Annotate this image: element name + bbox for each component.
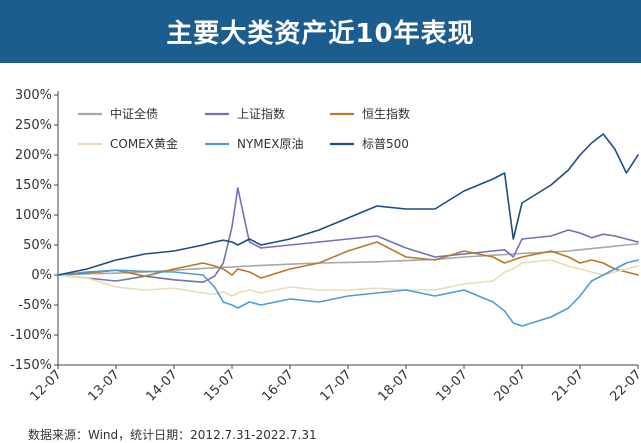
data-source-note: 数据来源：Wind，统计日期：2012.7.31-2022.7.31 [28, 428, 317, 442]
y-tick-label: -50% [18, 298, 52, 313]
x-tick-label: 20-07 [492, 367, 529, 404]
x-tick-label: 14-07 [144, 367, 181, 404]
page-title: 主要大类资产近10年表现 [0, 0, 641, 63]
legend-label: 标普500 [362, 137, 409, 151]
x-tick-label: 22-07 [608, 367, 641, 404]
y-tick-label: 200% [15, 148, 52, 163]
x-tick-label: 16-07 [260, 367, 297, 404]
legend-label: NYMEX原油 [237, 137, 303, 151]
series-line-5 [57, 133, 639, 276]
series-line-0 [57, 243, 639, 276]
line-chart: -150%-100%-50%0%50%100%150%200%250%300% … [10, 88, 641, 405]
legend-label: 上证指数 [237, 106, 285, 121]
x-axis-ticks: 12-07 13-07 14-07 15-07 16-07 17-07 18-07 19-07… [28, 365, 641, 405]
series-line-4 [57, 259, 639, 327]
x-tick-label: 21-07 [550, 367, 587, 404]
chart-axes [57, 91, 638, 366]
legend-label: 中证全债 [110, 106, 158, 121]
x-tick-label: 18-07 [376, 367, 413, 404]
y-tick-label: 0% [31, 268, 52, 283]
series-line-3 [57, 259, 639, 297]
y-tick-label: 150% [15, 178, 52, 193]
y-tick-label: 50% [23, 238, 52, 253]
y-tick-label: 100% [15, 208, 52, 223]
y-tick-label: 300% [15, 88, 52, 103]
series-line-1 [57, 187, 639, 283]
legend-label: COMEX黄金 [110, 136, 178, 151]
y-tick-label: 250% [15, 118, 52, 133]
x-tick-label: 15-07 [202, 367, 239, 404]
y-tick-label: -100% [10, 328, 52, 343]
x-tick-label: 19-07 [434, 367, 471, 404]
x-tick-label: 17-07 [318, 367, 355, 404]
legend-label: 恒生指数 [362, 106, 410, 121]
y-axis-ticks: -150% -100% -50% 0% 50% 100% 150% 200% 250% 300% [10, 88, 58, 373]
series-line-2 [57, 241, 639, 279]
chart-legend: 中证全债 上证指数 恒生指数 COMEX黄金 NYMEX原油 标普500 [78, 106, 410, 151]
y-tick-label: -150% [10, 358, 52, 373]
x-tick-label: 13-07 [86, 367, 123, 404]
chart-series-lines [57, 133, 639, 327]
